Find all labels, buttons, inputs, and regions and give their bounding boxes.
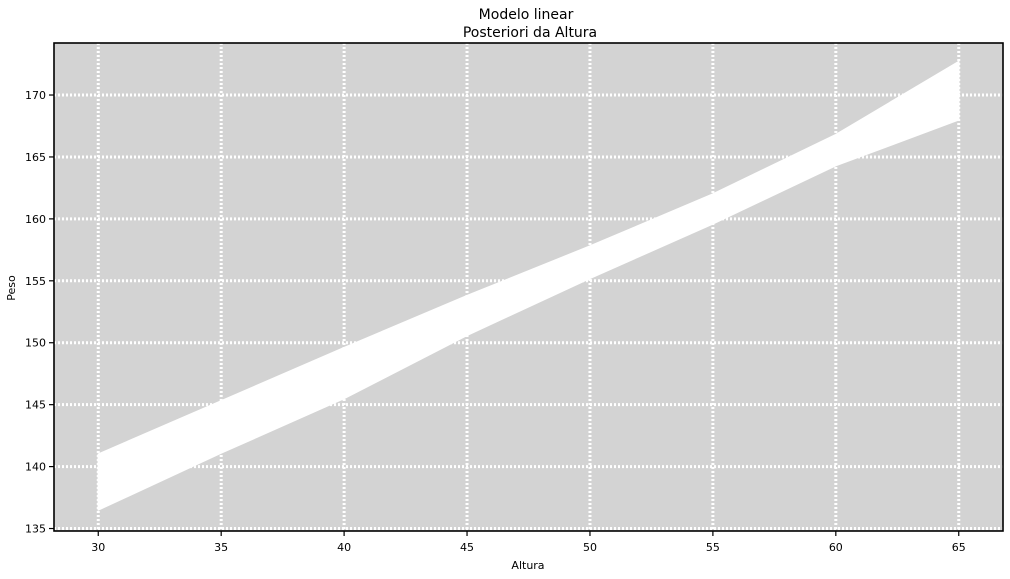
plot-frame	[53, 42, 1004, 532]
y-tick-label: 170	[25, 89, 46, 102]
x-tick-label: 45	[460, 541, 474, 554]
y-tick-label: 135	[25, 523, 46, 536]
chart-subtitle: Posteriori da Altura	[463, 25, 597, 41]
chart-title: Modelo linear	[479, 7, 574, 23]
posterior-band	[97, 60, 960, 511]
y-axis: 135 140 145 150 155 160 165 170	[25, 89, 54, 536]
x-axis-label: Altura	[511, 559, 544, 572]
x-tick-label: 55	[706, 541, 720, 554]
y-tick-label: 145	[25, 399, 46, 412]
x-tick-label: 30	[91, 541, 105, 554]
y-axis-label: Peso	[5, 275, 18, 301]
y-tick-label: 140	[25, 461, 46, 474]
y-tick-label: 150	[25, 337, 46, 350]
y-tick-label: 155	[25, 275, 46, 288]
x-tick-label: 50	[583, 541, 597, 554]
y-tick-label: 165	[25, 151, 46, 164]
x-tick-label: 35	[214, 541, 228, 554]
x-tick-label: 60	[829, 541, 843, 554]
posterior-band-area	[97, 60, 960, 511]
x-tick-label: 65	[952, 541, 966, 554]
x-axis: 30 35 40 45 50 55 60 65	[91, 531, 966, 554]
x-tick-label: 40	[337, 541, 351, 554]
grid	[54, 43, 1003, 531]
y-tick-label: 160	[25, 213, 46, 226]
